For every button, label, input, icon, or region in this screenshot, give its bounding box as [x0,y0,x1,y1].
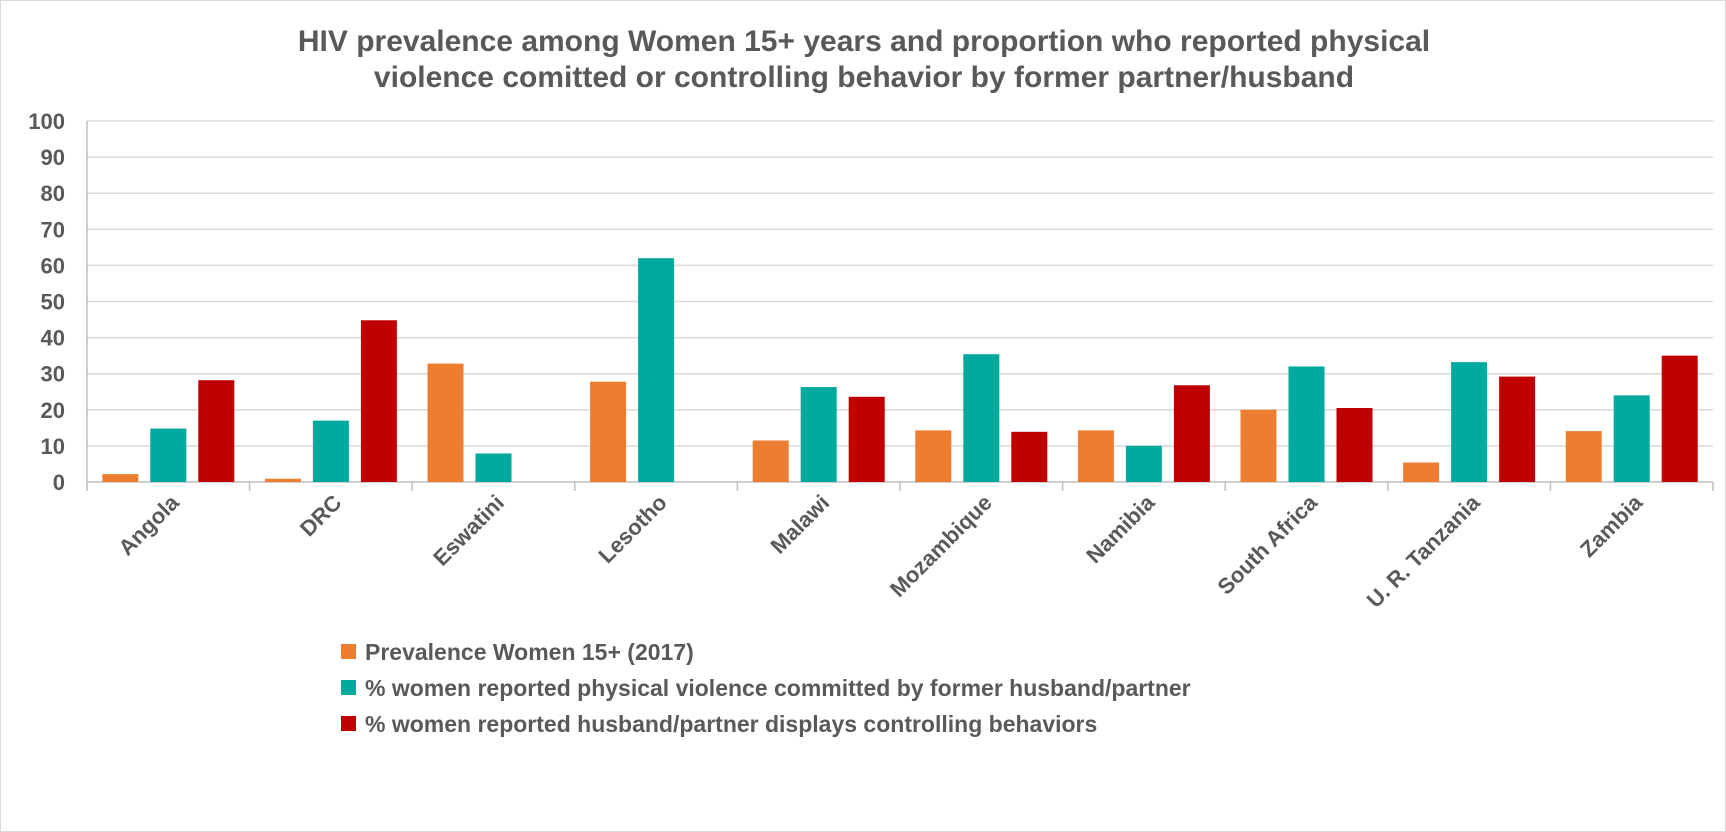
bar-eswatini-series-1 [427,363,464,482]
legend-label: Prevalence Women 15+ (2017) [365,639,694,665]
y-tick-label: 10 [41,434,65,459]
chart-title-line-1: HIV prevalence among Women 15+ years and… [298,25,1430,58]
x-tick-label: U. R. Tanzania [1362,489,1485,612]
bars [102,258,1698,482]
x-tick-label: Malawi [766,490,835,559]
bar-mozambique-series-2 [963,354,1000,482]
x-axis: Angola DRC Eswatini Lesotho Malawi Mozambique… [86,481,1714,613]
chart-title: HIV prevalence among Women 15+ years and… [298,25,1430,94]
bar-mozambique-series-3 [1011,431,1048,482]
bar-malawi-series-3 [848,396,885,482]
legend-swatch [341,716,356,731]
x-tick-label: Zambia [1575,489,1648,562]
bar-u-r-tanzania-series-1 [1403,462,1440,482]
y-tick-label: 50 [41,290,65,315]
bar-namibia-series-2 [1125,445,1162,482]
x-tick-label: Eswatini [428,490,509,571]
bar-angola-series-2 [150,428,187,482]
y-tick-label: 100 [28,109,65,134]
y-tick-label: 70 [41,217,65,242]
x-tick-label: Lesotho [593,490,671,568]
x-tick-label: DRC [295,490,346,541]
y-tick-label: 80 [41,181,65,206]
bar-eswatini-series-2 [475,453,512,482]
legend-swatch [341,680,356,695]
bar-u-r-tanzania-series-2 [1451,362,1488,482]
chart-title-line-2: violence comitted or controlling behavio… [374,61,1354,94]
bar-lesotho-series-2 [638,258,675,482]
bar-south-africa-series-3 [1336,407,1373,482]
bar-zambia-series-1 [1565,431,1602,482]
bar-namibia-series-1 [1077,430,1114,482]
y-tick-label: 60 [41,253,65,278]
y-tick-label: 30 [41,362,65,387]
bar-mozambique-series-1 [915,430,952,482]
bar-u-r-tanzania-series-3 [1499,376,1536,482]
x-tick-label: Namibia [1081,489,1160,568]
bar-malawi-series-2 [800,387,837,482]
bar-south-africa-series-1 [1240,409,1277,482]
x-tick-label: Mozambique [885,490,997,602]
bar-zambia-series-2 [1613,395,1650,482]
bar-south-africa-series-2 [1288,366,1325,482]
bar-zambia-series-3 [1661,355,1698,482]
legend: Prevalence Women 15+ (2017) % women repor… [341,639,1191,737]
bar-malawi-series-1 [752,440,789,482]
bar-angola-series-3 [198,380,235,482]
bar-namibia-series-3 [1173,385,1210,482]
x-tick-label: South Africa [1212,489,1322,599]
x-tick-label: Angola [113,489,184,560]
y-tick-label: 40 [41,326,65,351]
bar-drc-series-1 [264,478,301,482]
y-tick-label: 90 [41,145,65,170]
legend-label: % women reported physical violence commi… [365,675,1191,701]
bar-lesotho-series-1 [590,381,627,482]
bar-angola-series-1 [102,474,139,482]
y-tick-label: 20 [41,398,65,423]
bar-drc-series-3 [360,320,397,482]
y-tick-label: 0 [53,470,65,495]
legend-label: % women reported husband/partner display… [365,711,1097,737]
bar-drc-series-2 [312,420,349,482]
y-axis: 0 10 20 30 40 50 60 70 80 90 100 [28,109,88,495]
gridlines [87,120,1713,447]
legend-swatch [341,644,356,659]
